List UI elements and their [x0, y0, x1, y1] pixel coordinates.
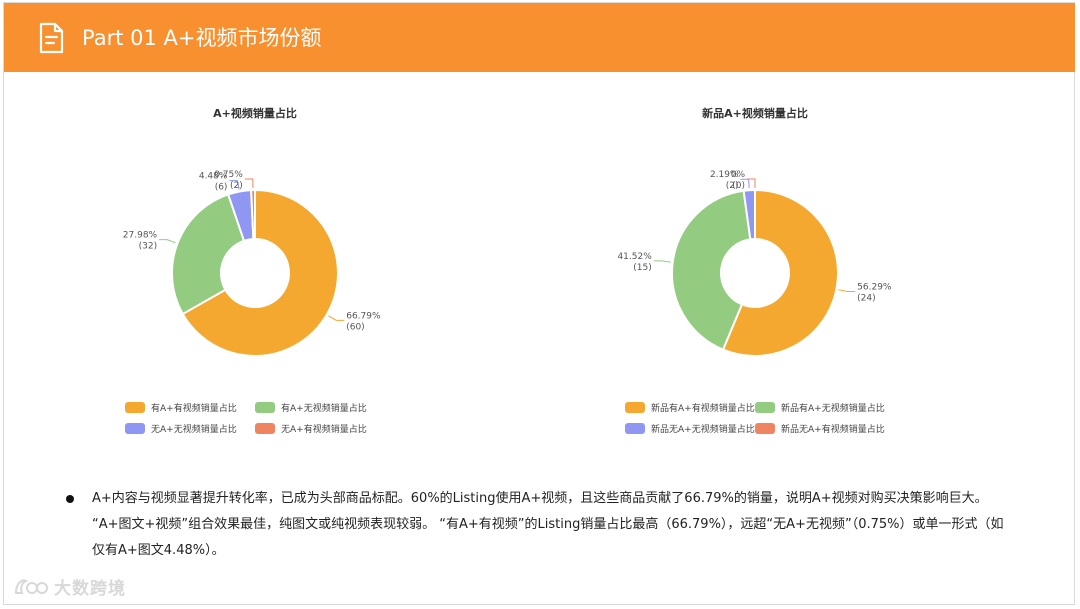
leader-line [229, 180, 240, 190]
legend-label: 新品无A+有视频销量占比 [781, 425, 885, 435]
page-title: Part 01 A+视频市场份额 [82, 26, 322, 50]
slice-count-label: (24) [857, 293, 875, 303]
leader-line [244, 178, 254, 189]
leader-line [653, 260, 671, 263]
slice-percent-label: 56.29% [857, 282, 892, 292]
slice-count-label: (2) [726, 181, 739, 191]
donut-slice [742, 188, 756, 241]
legend-label: 无A+有视频销量占比 [281, 425, 367, 435]
donut-chart-canvas: 56.29%(24) 41.52%(15) 2.19%(2)0%(0) [617, 170, 892, 357]
legend-swatch [755, 423, 775, 434]
legend-label: 新品有A+无视频销量占比 [781, 404, 885, 414]
slide-header: Part 01 A+视频市场份额 [4, 3, 1075, 72]
slice-count-label: (0) [732, 181, 745, 191]
slice-percent-label: 0.75% [214, 170, 243, 180]
legend-swatch [125, 423, 145, 434]
new-product-sales-share-donut-chart: 新品A+视频销量占比 56.29% (24) 41.52% (15) 2.19% (2) 0… [515, 95, 995, 455]
legend-swatch [625, 402, 645, 413]
legend-label: 新品有A+有视频销量占比 [651, 404, 755, 414]
summary-text: A+内容与视频显著提升转化率，已成为头部商品标配。60%的Listing使用A+… [92, 491, 1004, 558]
watermark: 大数跨境 [12, 574, 126, 599]
legend-item[interactable]: 新品有A+无视频销量占比 [755, 401, 905, 414]
slice-count-label: (2) [230, 181, 243, 191]
slice-percent-label: 66.79% [346, 311, 381, 321]
legend-item[interactable]: 新品无A+无视频销量占比 [625, 422, 755, 435]
sales-share-donut-chart: A+视频销量占比 66.79% (60) 27.98% (32) 4.48% (6) 0.7… [15, 95, 495, 455]
slice-count-label: (6) [215, 183, 228, 193]
chart-legend: 有A+有视频销量占比 有A+无视频销量占比无A+无视频销量占比 无A+有视频销量占比 [125, 401, 425, 435]
slice-count-label: (32) [139, 242, 157, 252]
slice-count-label: (15) [633, 263, 651, 273]
legend-swatch [255, 402, 275, 413]
bullet-point [66, 495, 74, 503]
donut-slice [721, 188, 839, 357]
legend-label: 有A+无视频销量占比 [281, 404, 367, 414]
slice-count-label: (60) [346, 322, 364, 332]
legend-item[interactable]: 无A+有视频销量占比 [255, 422, 405, 435]
donut-slice [171, 193, 246, 316]
leader-line [328, 315, 345, 321]
slice-percent-label: 27.98% [123, 231, 158, 241]
leader-line [838, 289, 856, 292]
donut-slice [181, 188, 339, 357]
legend-item[interactable]: 无A+无视频销量占比 [125, 422, 255, 435]
chart-legend: 新品有A+有视频销量占比 新品有A+无视频销量占比新品无A+无视频销量占比 新品无A… [625, 401, 925, 435]
legend-swatch [125, 402, 145, 413]
legend-label: 新品无A+无视频销量占比 [651, 425, 755, 435]
watermark-text: 大数跨境 [54, 579, 126, 599]
slice-percent-label: 4.48% [199, 172, 228, 182]
donut-slice [671, 189, 752, 351]
legend-swatch [755, 402, 775, 413]
legend-item[interactable]: 有A+有视频销量占比 [125, 401, 255, 414]
chart-title: A+视频销量占比 [213, 107, 297, 120]
slice-percent-label: 41.52% [617, 252, 652, 262]
chart-title: 新品A+视频销量占比 [702, 107, 808, 120]
slice-percent-label: 0% [731, 170, 746, 180]
slice-percent-label: 2.19% [710, 170, 739, 180]
leader-line [747, 178, 756, 188]
legend-item[interactable]: 有A+无视频销量占比 [255, 401, 405, 414]
document-icon [39, 22, 64, 54]
brand-logo-icon [14, 579, 48, 594]
legend-swatch [625, 423, 645, 434]
donut-chart-canvas: 66.79%(60) 27.98%(32) 4.48%(6) 0.75%(2) [123, 170, 381, 357]
legend-item[interactable]: 新品无A+有视频销量占比 [755, 422, 905, 435]
legend-label: 无A+无视频销量占比 [151, 425, 237, 435]
legend-label: 有A+有视频销量占比 [151, 404, 237, 414]
summary-paragraph: A+内容与视频显著提升转化率，已成为头部商品标配。60%的Listing使用A+… [66, 486, 1016, 564]
slide-frame [3, 2, 1075, 605]
legend-swatch [255, 423, 275, 434]
leader-line [159, 239, 176, 244]
legend-item[interactable]: 新品有A+有视频销量占比 [625, 401, 755, 414]
donut-slice [250, 188, 256, 241]
